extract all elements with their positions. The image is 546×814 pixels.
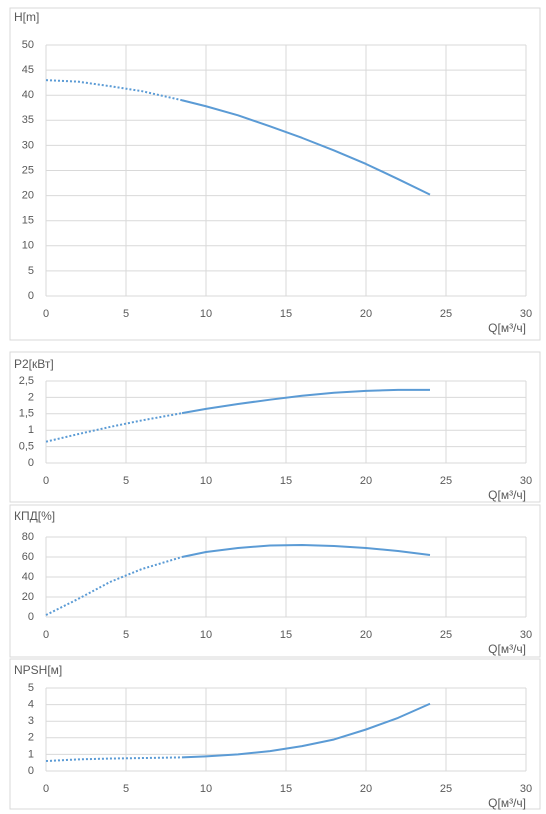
y-tick-label: 0 bbox=[28, 457, 34, 469]
curve bbox=[45, 556, 183, 616]
y-tick-label: 10 bbox=[22, 240, 34, 252]
curve bbox=[181, 544, 431, 558]
y-tick-label: 40 bbox=[22, 571, 34, 583]
x-axis-label: Q[м³/ч] bbox=[488, 321, 526, 335]
x-tick-label: 20 bbox=[360, 475, 372, 487]
y-tick-label: 2 bbox=[28, 732, 34, 744]
curve bbox=[181, 388, 430, 415]
x-tick-label: 25 bbox=[440, 783, 452, 795]
y-tick-label: 0,5 bbox=[19, 441, 34, 453]
y-tick-label: 1 bbox=[28, 424, 34, 436]
panel bbox=[9, 504, 541, 658]
x-tick-label: 0 bbox=[43, 783, 49, 795]
y-tick-label: 30 bbox=[22, 139, 34, 151]
x-axis-label: Q[м³/ч] bbox=[488, 488, 526, 502]
x-tick-label: 15 bbox=[280, 308, 292, 320]
y-tick-label: 0 bbox=[28, 290, 34, 302]
y-tick-label: 2 bbox=[28, 391, 34, 403]
y-tick-label: 3 bbox=[28, 715, 34, 727]
x-tick-label: 30 bbox=[520, 783, 532, 795]
x-tick-label: 0 bbox=[43, 308, 49, 320]
x-tick-label: 0 bbox=[43, 475, 49, 487]
x-tick-label: 10 bbox=[200, 783, 212, 795]
y-tick-label: 1 bbox=[28, 748, 34, 760]
y-tick-label: 45 bbox=[22, 64, 34, 76]
y-tick-label: 50 bbox=[22, 39, 34, 51]
y-axis-label: NPSH[м] bbox=[14, 663, 62, 677]
x-axis-label: Q[м³/ч] bbox=[488, 642, 526, 656]
x-tick-label: 15 bbox=[280, 783, 292, 795]
curve bbox=[181, 99, 431, 196]
x-tick-label: 20 bbox=[360, 629, 372, 641]
y-axis-label: H[m] bbox=[14, 10, 39, 24]
x-tick-label: 20 bbox=[360, 783, 372, 795]
x-tick-label: 5 bbox=[123, 629, 129, 641]
curve bbox=[45, 756, 183, 763]
x-tick-label: 5 bbox=[123, 308, 129, 320]
curve bbox=[45, 412, 183, 443]
x-tick-label: 30 bbox=[520, 475, 532, 487]
x-tick-label: 5 bbox=[123, 783, 129, 795]
x-tick-label: 0 bbox=[43, 629, 49, 641]
x-tick-label: 10 bbox=[200, 308, 212, 320]
y-tick-label: 0 bbox=[28, 765, 34, 777]
y-tick-label: 35 bbox=[22, 114, 34, 126]
y-tick-label: 2,5 bbox=[19, 375, 34, 387]
panel bbox=[9, 7, 541, 341]
y-tick-label: 20 bbox=[22, 190, 34, 202]
y-axis-label: КПД[%] bbox=[14, 509, 55, 523]
curve bbox=[181, 702, 431, 759]
y-tick-label: 0 bbox=[28, 611, 34, 623]
x-tick-label: 10 bbox=[200, 629, 212, 641]
x-tick-label: 25 bbox=[440, 475, 452, 487]
x-tick-label: 5 bbox=[123, 475, 129, 487]
y-axis-label: P2[кВт] bbox=[14, 357, 54, 371]
x-tick-label: 10 bbox=[200, 475, 212, 487]
y-tick-label: 80 bbox=[22, 531, 34, 543]
x-tick-label: 15 bbox=[280, 475, 292, 487]
y-tick-label: 4 bbox=[28, 699, 34, 711]
x-tick-label: 15 bbox=[280, 629, 292, 641]
x-tick-label: 25 bbox=[440, 629, 452, 641]
panel bbox=[9, 351, 541, 503]
y-tick-label: 25 bbox=[22, 164, 34, 176]
x-tick-label: 30 bbox=[520, 308, 532, 320]
y-tick-label: 15 bbox=[22, 215, 34, 227]
y-tick-label: 5 bbox=[28, 682, 34, 694]
y-tick-label: 20 bbox=[22, 591, 34, 603]
x-tick-label: 20 bbox=[360, 308, 372, 320]
y-tick-label: 5 bbox=[28, 265, 34, 277]
x-axis-label: Q[м³/ч] bbox=[488, 796, 526, 810]
y-tick-label: 60 bbox=[22, 551, 34, 563]
panel bbox=[9, 658, 541, 810]
x-tick-label: 30 bbox=[520, 629, 532, 641]
y-tick-label: 40 bbox=[22, 89, 34, 101]
x-tick-label: 25 bbox=[440, 308, 452, 320]
curve bbox=[45, 79, 183, 102]
y-tick-label: 1,5 bbox=[19, 408, 34, 420]
